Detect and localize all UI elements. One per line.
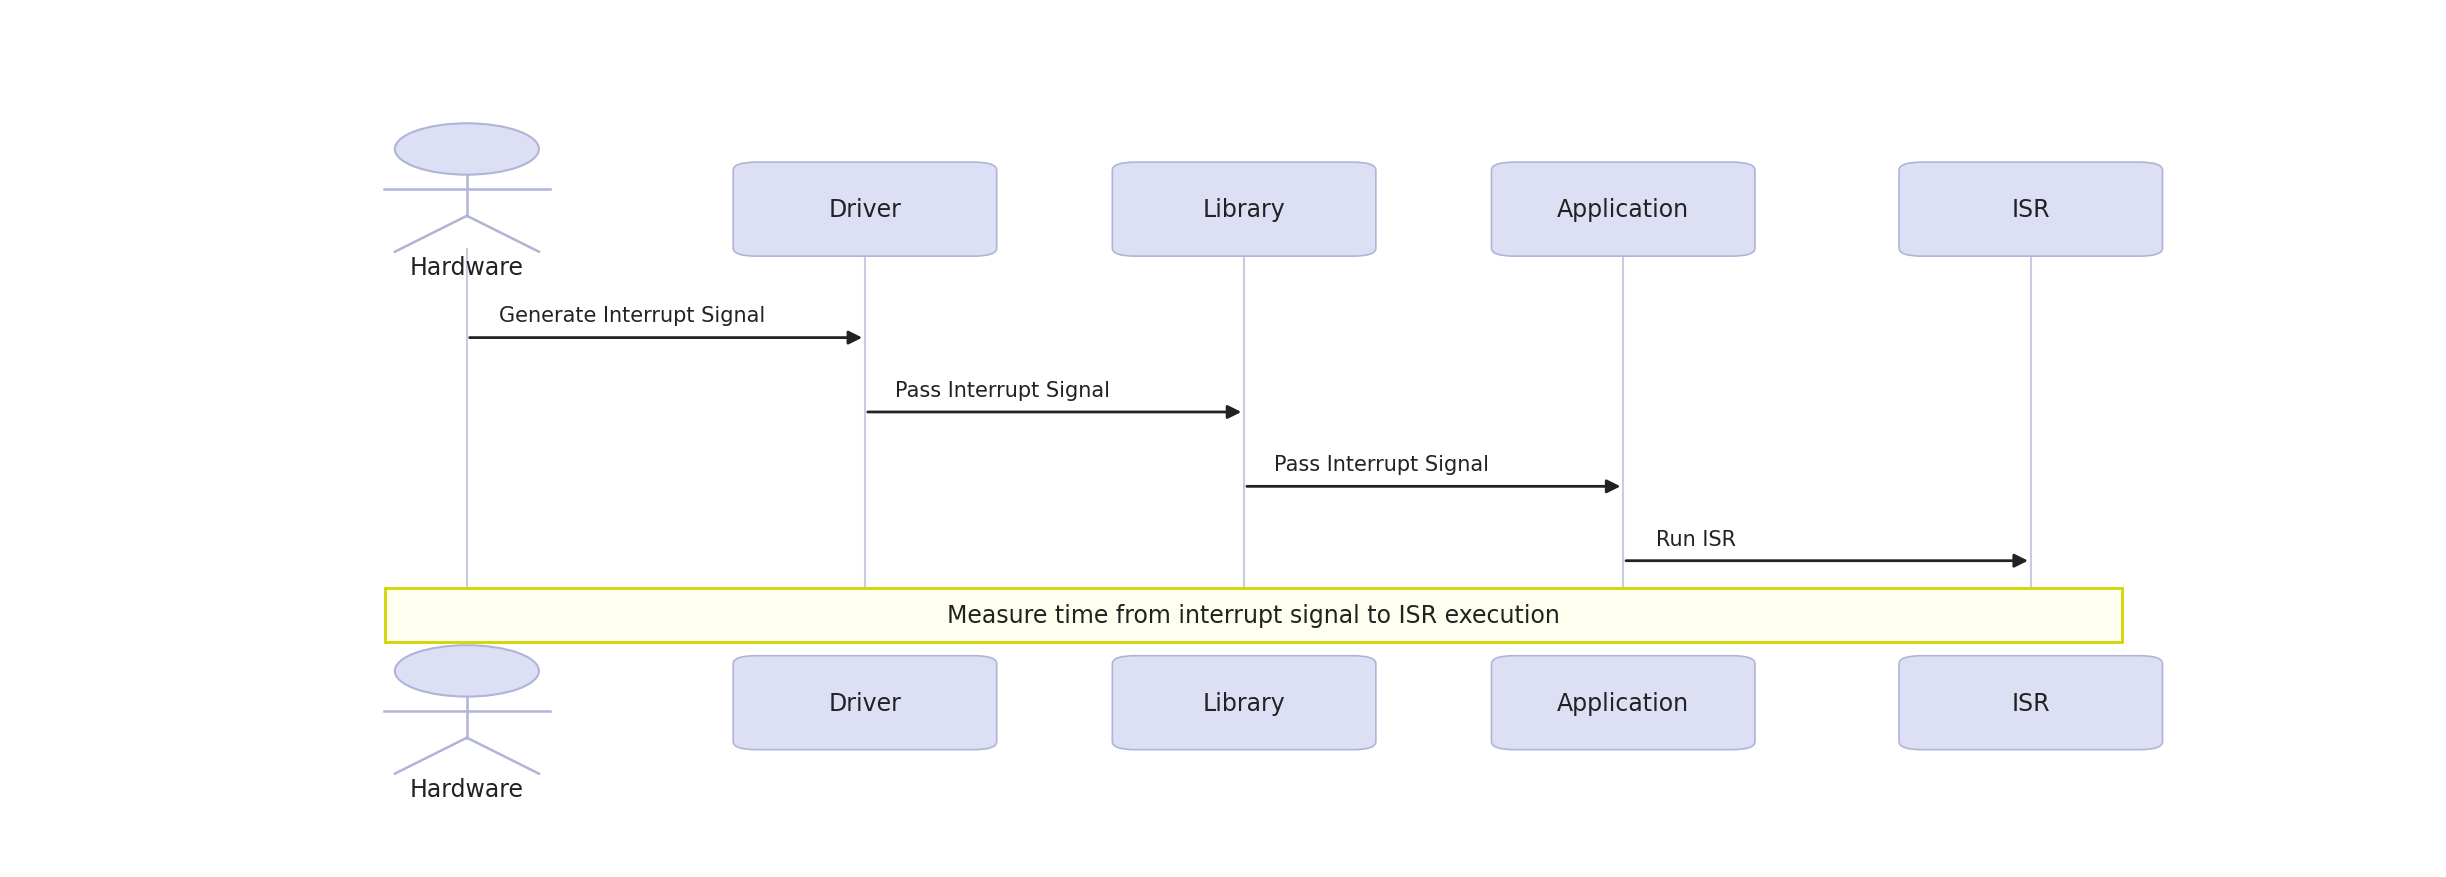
Circle shape [394,645,538,697]
Text: Hardware: Hardware [411,777,523,801]
Bar [386,588,2121,642]
Text: Pass Interrupt Signal: Pass Interrupt Signal [1274,454,1490,474]
FancyBboxPatch shape [1492,163,1754,257]
Text: Run ISR: Run ISR [1656,529,1737,549]
Text: Driver: Driver [829,198,903,222]
FancyBboxPatch shape [1898,163,2162,257]
Text: Pass Interrupt Signal: Pass Interrupt Signal [895,381,1110,400]
Text: Application: Application [1558,691,1690,715]
Text: Measure time from interrupt signal to ISR execution: Measure time from interrupt signal to IS… [947,603,1561,627]
Text: Generate Interrupt Signal: Generate Interrupt Signal [499,306,766,326]
Text: Application: Application [1558,198,1690,222]
Text: Library: Library [1203,198,1287,222]
FancyBboxPatch shape [734,163,996,257]
Text: Driver: Driver [829,691,903,715]
FancyBboxPatch shape [734,656,996,750]
Text: ISR: ISR [2011,198,2050,222]
FancyBboxPatch shape [1898,656,2162,750]
Text: Library: Library [1203,691,1287,715]
Circle shape [394,125,538,175]
Text: Hardware: Hardware [411,256,523,280]
FancyBboxPatch shape [1113,163,1375,257]
Text: ISR: ISR [2011,691,2050,715]
FancyBboxPatch shape [1113,656,1375,750]
FancyBboxPatch shape [1492,656,1754,750]
